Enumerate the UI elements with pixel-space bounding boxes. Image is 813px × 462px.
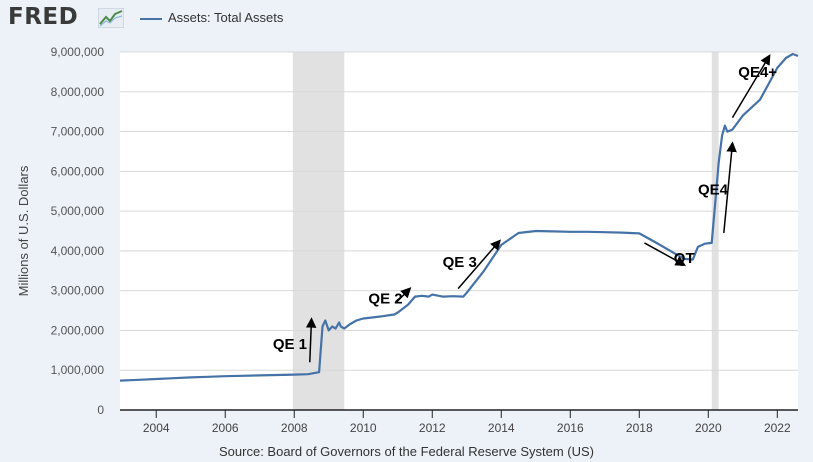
y-tick-label: 9,000,000 — [51, 45, 105, 59]
annotation-arrow — [723, 141, 737, 234]
legend: Assets: Total Assets — [140, 10, 283, 25]
y-axis-label: Millions of U.S. Dollars — [16, 165, 31, 296]
annotation-arrow — [731, 54, 771, 119]
x-tick-label: 2010 — [350, 421, 377, 435]
series-line — [119, 52, 799, 382]
annotation-arrow — [457, 239, 501, 290]
x-axis: 2004 2006 2008 2010 2012 2014 2016 2018 2020 2022 — [120, 409, 798, 435]
legend-swatch — [140, 17, 162, 20]
x-tick-label: 2016 — [557, 421, 584, 435]
annotation-label: QE4 — [698, 181, 729, 198]
y-axis: 0 1,000,000 2,000,000 3,000,000 4,000,000 5,0… — [51, 45, 105, 417]
annotation-label: QE 2 — [368, 290, 402, 307]
plot-area — [120, 52, 798, 410]
y-tick-label: 2,000,000 — [51, 323, 105, 337]
series-layer — [119, 52, 799, 382]
annotation-label: QE4+ — [738, 64, 777, 81]
recession-band — [292, 52, 345, 410]
fred-logo[interactable]: FRED — [8, 4, 79, 30]
x-tick-label: 2012 — [419, 421, 446, 435]
trend-chart-icon — [98, 8, 124, 28]
y-tick-label: 3,000,000 — [51, 284, 105, 298]
y-tick-label: 6,000,000 — [51, 164, 105, 178]
x-tick-label: 2018 — [626, 421, 653, 435]
x-tick-label: 2014 — [488, 421, 515, 435]
x-tick-label: 2004 — [143, 421, 170, 435]
annotation-label: QE 1 — [273, 336, 307, 353]
recession-band — [711, 52, 719, 410]
y-tick-label: 5,000,000 — [51, 204, 105, 218]
line-chart: 0 1,000,000 2,000,000 3,000,000 4,000,000 5,0… — [16, 45, 799, 435]
legend-label: Assets: Total Assets — [168, 10, 284, 25]
y-tick-label: 7,000,000 — [51, 125, 105, 139]
x-tick-label: 2008 — [281, 421, 308, 435]
y-tick-label: 0 — [97, 403, 104, 417]
y-tick-label: 8,000,000 — [51, 85, 105, 99]
source-note: Source: Board of Governors of the Federa… — [219, 444, 594, 459]
annotation-arrow — [644, 242, 686, 266]
y-tick-label: 1,000,000 — [51, 363, 105, 377]
x-tick-label: 2022 — [764, 421, 791, 435]
annotation-label: QE 3 — [443, 254, 477, 271]
x-tick-label: 2020 — [695, 421, 722, 435]
x-tick-label: 2006 — [212, 421, 239, 435]
annotation-arrow — [305, 317, 317, 363]
header: FRED Assets: Total Assets — [0, 0, 813, 40]
y-tick-label: 4,000,000 — [51, 244, 105, 258]
annotation-arrow — [395, 287, 412, 304]
recession-shading — [292, 52, 719, 410]
